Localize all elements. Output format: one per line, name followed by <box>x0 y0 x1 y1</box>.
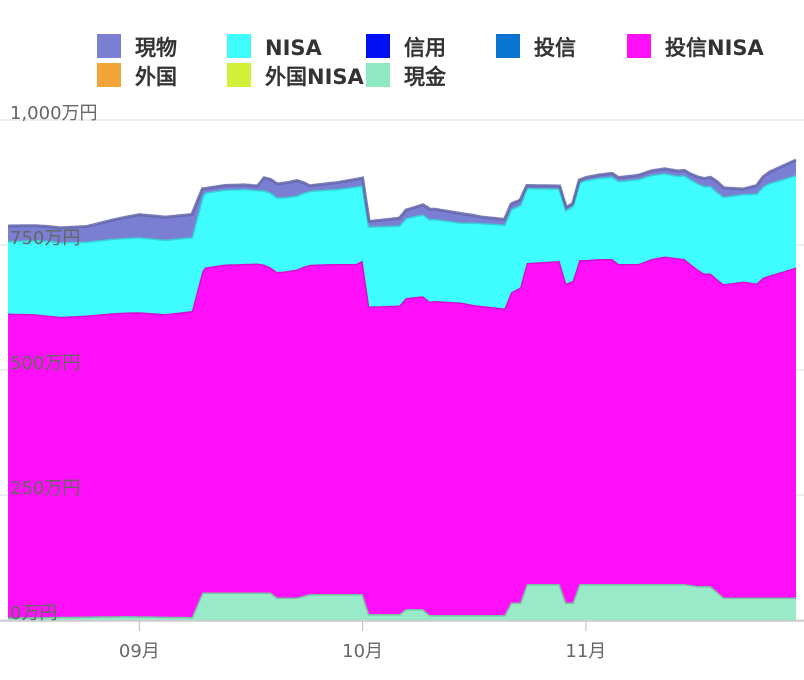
legend-item: 投信NISA <box>627 34 765 60</box>
legend-label: 投信 <box>534 36 576 60</box>
legend-item: 投信 <box>496 34 576 60</box>
legend-label: 投信NISA <box>665 36 765 60</box>
series-area <box>8 160 796 243</box>
legend-item: NISA <box>227 34 323 60</box>
series-areas <box>8 158 797 620</box>
x-tick-label: 10月 <box>342 641 383 662</box>
y-tick-label: 750万円 <box>10 228 80 249</box>
series-line <box>8 158 797 230</box>
legend-swatch <box>366 63 390 87</box>
legend-label: 現金 <box>404 65 447 89</box>
legend-swatch <box>227 34 251 58</box>
legend-label: 外国 <box>135 65 177 89</box>
legend-swatch <box>227 63 251 87</box>
y-tick-label: 0万円 <box>10 603 57 624</box>
series-area <box>8 256 796 618</box>
y-tick-label: 500万円 <box>10 353 80 374</box>
y-tick-labels: 0万円 250万円 500万円 750万円 1,000万円 <box>10 103 98 624</box>
y-tick-label: 250万円 <box>10 478 80 499</box>
legend-swatch <box>366 34 390 58</box>
x-tick-label: 11月 <box>565 641 606 662</box>
legend-item: 外国 <box>97 63 177 89</box>
legend-swatch <box>496 34 520 58</box>
x-tick-label: 09月 <box>119 641 160 662</box>
legend-item: 現金 <box>366 63 447 89</box>
series-area <box>8 173 796 317</box>
legend-swatch <box>627 34 651 58</box>
legend-label: NISA <box>265 36 323 60</box>
x-axis: 09月 10月 11月 <box>0 620 804 662</box>
legend-swatch <box>97 63 121 87</box>
legend-item: 外国NISA <box>227 63 365 89</box>
legend-swatch <box>97 34 121 58</box>
y-tick-label: 1,000万円 <box>10 103 98 124</box>
legend-item: 信用 <box>366 34 446 60</box>
legend-label: 現物 <box>135 36 177 60</box>
legend-label: 信用 <box>404 36 446 60</box>
legend-label: 外国NISA <box>265 65 365 89</box>
legend-item: 現物 <box>97 34 177 60</box>
legend: 現物 NISA 信用 投信 投信NISA 外国 外国NISA 現金 <box>97 34 765 89</box>
